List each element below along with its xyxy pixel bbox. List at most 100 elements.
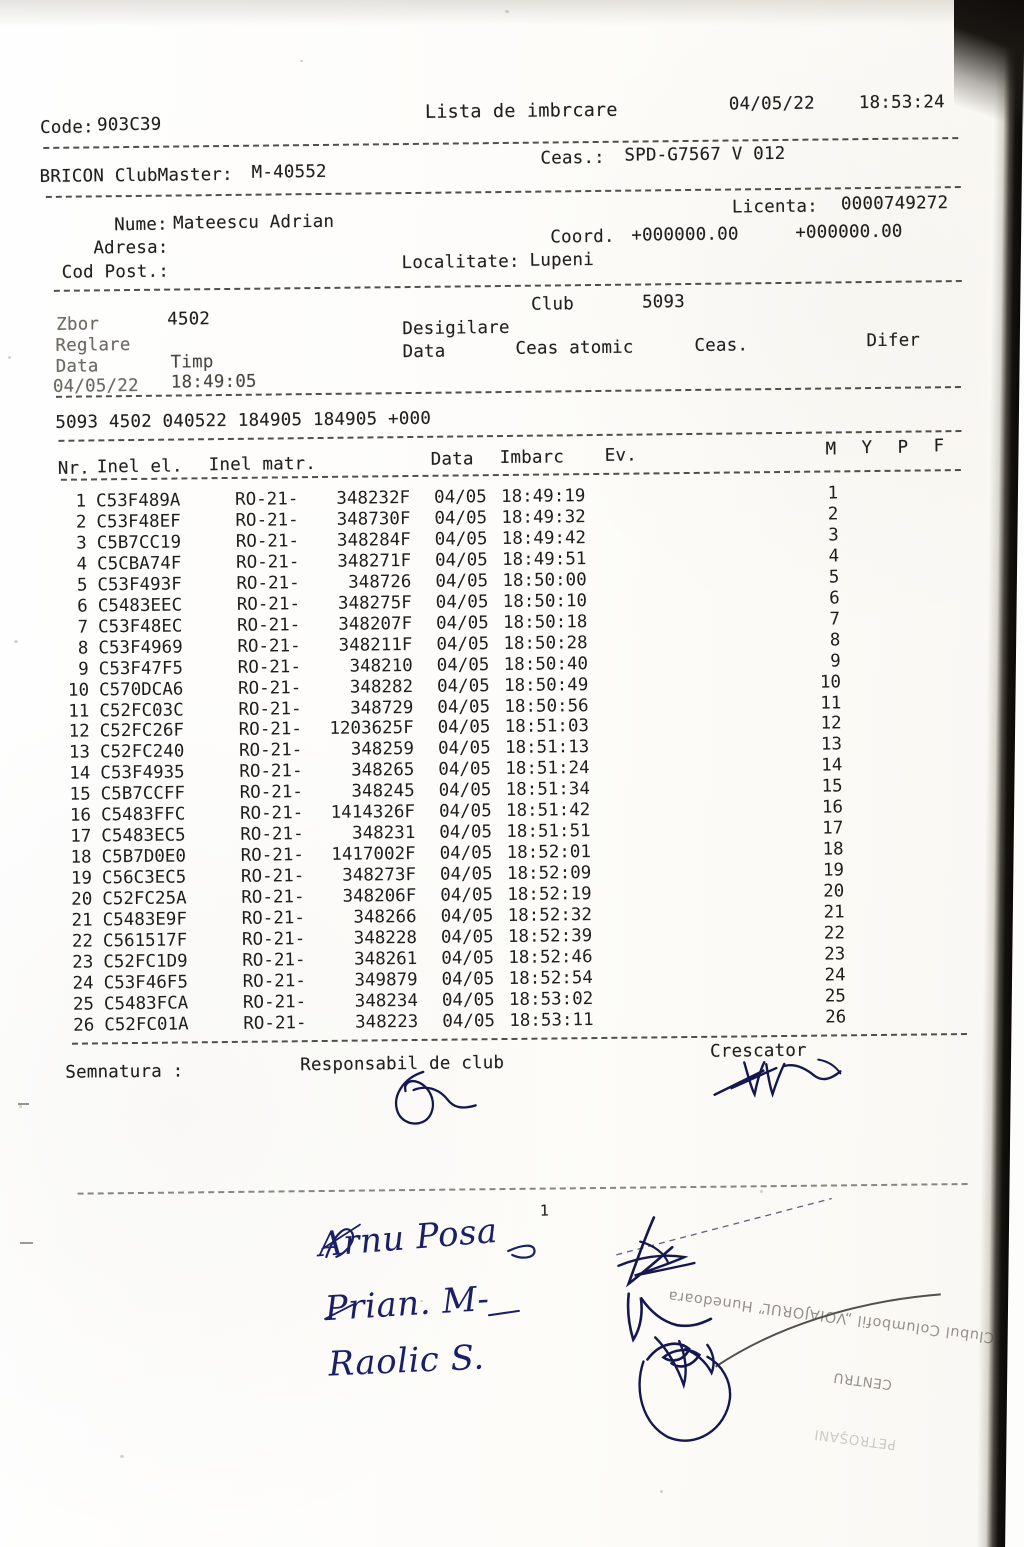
device-value: M-40552 <box>251 161 327 183</box>
th-imbarc: Imbarc <box>499 447 565 469</box>
stamp-line-3: PETROŞANI <box>813 1425 897 1453</box>
row-nr: 10 <box>67 680 90 701</box>
locality-label: Localitate: <box>401 251 520 274</box>
row-data: 04/05 <box>440 927 494 948</box>
row-counter: 20 <box>823 881 845 902</box>
row-inel-matr: RO-21- <box>238 740 303 762</box>
ceas-label: Ceas. <box>694 335 749 356</box>
row-inel-matr: RO-21- <box>242 991 307 1013</box>
row-nr: 3 <box>76 533 87 554</box>
handwriting-flourish <box>321 1223 536 1320</box>
row-inel-el: C53F47F5 <box>98 658 184 679</box>
row-counter: 13 <box>820 734 843 755</box>
row-serial: 348729 <box>350 697 414 719</box>
row-counter: 22 <box>823 923 846 944</box>
clock-label: Ceas.: <box>540 147 605 169</box>
row-inel-el: C5B7CCFF <box>100 783 186 805</box>
row-inel-matr: RO-21- <box>241 887 305 908</box>
row-imbarc: 18:50:28 <box>503 632 588 654</box>
code-value: 903C39 <box>96 114 162 136</box>
row-serial: 348232F <box>336 488 411 509</box>
row-data: 04/05 <box>441 948 495 969</box>
row-counter: 16 <box>821 797 844 818</box>
name-label: Nume: <box>114 214 168 236</box>
row-imbarc: 18:52:32 <box>507 905 593 926</box>
scan-speck <box>660 1490 663 1493</box>
row-imbarc: 18:53:02 <box>508 988 594 1010</box>
coord-longitude: +000000.00 <box>795 221 903 243</box>
row-counter: 26 <box>825 1007 847 1028</box>
row-counter: 3 <box>828 525 839 546</box>
row-nr: 12 <box>68 721 90 743</box>
row-nr: 1 <box>75 491 87 512</box>
row-inel-el: C5483E9F <box>102 909 188 931</box>
separator-8 <box>77 1183 968 1195</box>
row-counter: 9 <box>830 650 841 672</box>
scan-speck <box>14 640 18 643</box>
row-inel-el: C5483EEC <box>97 595 183 617</box>
reglare-label: Reglare <box>55 335 131 356</box>
row-nr: 26 <box>73 1015 95 1036</box>
row-inel-el: C5B7D0E0 <box>101 846 187 868</box>
row-nr: 14 <box>69 763 91 785</box>
row-nr: 5 <box>76 575 88 596</box>
header-date: 04/05/22 <box>728 93 815 115</box>
th-inel-matr: Inel matr. <box>208 454 317 476</box>
initial-mark-2 <box>626 1292 713 1343</box>
row-inel-matr: RO-21- <box>236 614 301 636</box>
row-data: 04/05 <box>438 801 492 822</box>
row-imbarc: 18:52:19 <box>507 884 592 906</box>
row-data: 04/05 <box>434 550 488 571</box>
row-inel-el: C56C3EC5 <box>101 867 187 889</box>
row-serial: 348284F <box>336 529 411 551</box>
scan-speck <box>300 60 303 62</box>
th-data: Data <box>430 449 474 470</box>
row-data: 04/05 <box>439 864 493 885</box>
row-serial: 348726 <box>348 571 412 593</box>
margin-tick <box>20 1242 33 1244</box>
row-inel-matr: RO-21- <box>235 510 299 531</box>
row-inel-matr: RO-21- <box>243 1012 307 1034</box>
row-serial: 348234 <box>354 990 419 1012</box>
row-inel-matr: RO-21- <box>235 489 299 510</box>
row-data: 04/05 <box>437 696 491 718</box>
row-imbarc: 18:49:19 <box>500 486 586 508</box>
row-imbarc: 18:52:46 <box>508 946 593 968</box>
desigilare-data-label: Data <box>402 341 446 363</box>
scan-speck <box>19 1105 22 1108</box>
row-inel-el: C52FC240 <box>99 741 185 763</box>
row-counter: 8 <box>829 630 841 651</box>
row-data: 04/05 <box>440 906 494 927</box>
reglare-data-value: 04/05/22 <box>52 375 139 397</box>
row-nr: 2 <box>75 512 87 533</box>
row-imbarc: 18:50:18 <box>502 611 588 633</box>
row-data: 04/05 <box>438 759 492 781</box>
row-counter: 7 <box>829 609 841 630</box>
row-nr: 4 <box>76 554 88 575</box>
row-counter: 2 <box>827 504 839 525</box>
row-inel-el: C53F493F <box>97 574 182 596</box>
row-inel-matr: RO-21- <box>238 698 302 720</box>
difer-label: Difer <box>866 330 921 352</box>
row-counter: 14 <box>821 755 843 776</box>
separator-1 <box>43 137 959 149</box>
row-serial: 348261 <box>353 948 418 970</box>
row-inel-matr: RO-21- <box>239 782 304 804</box>
club-label: Club <box>530 294 575 315</box>
row-imbarc: 18:52:09 <box>506 863 592 885</box>
row-serial: 348282 <box>349 676 414 698</box>
row-inel-matr: RO-21- <box>240 845 304 867</box>
row-serial: 348206F <box>342 886 417 907</box>
row-serial: 348265 <box>351 760 415 782</box>
th-p: P <box>897 437 909 458</box>
row-data: 04/05 <box>436 633 490 655</box>
row-inel-matr: RO-21- <box>237 656 302 678</box>
row-inel-matr: RO-21- <box>237 677 302 699</box>
row-serial: 348266 <box>353 906 417 928</box>
coord-label: Coord. <box>550 226 615 248</box>
row-data: 04/05 <box>436 675 490 697</box>
row-inel-el: C5CBA74F <box>96 553 182 575</box>
row-data: 04/05 <box>437 717 491 739</box>
